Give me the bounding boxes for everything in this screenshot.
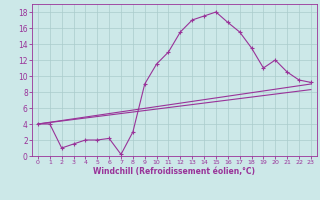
- X-axis label: Windchill (Refroidissement éolien,°C): Windchill (Refroidissement éolien,°C): [93, 167, 255, 176]
